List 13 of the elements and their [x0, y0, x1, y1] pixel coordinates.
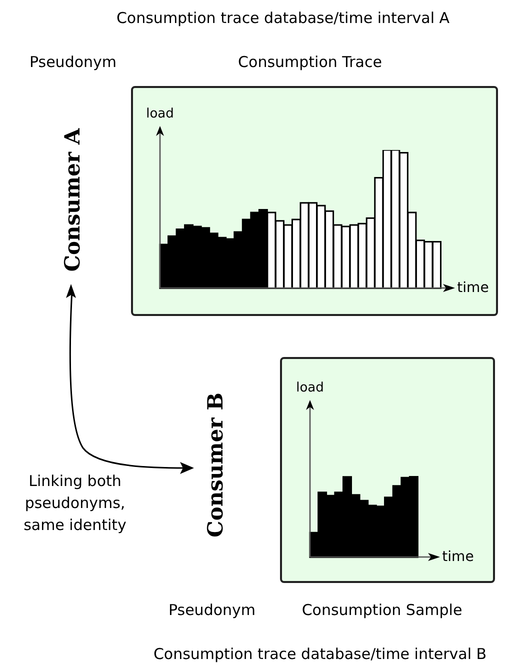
text: Linking both pseudonyms, same identity — [22, 471, 128, 536]
text: Consumer A — [60, 128, 84, 272]
text: Pseudonym — [29, 53, 117, 71]
text: Pseudonym — [168, 601, 256, 619]
x-axis-title: time — [442, 549, 474, 565]
x-axis-title: time — [457, 280, 489, 296]
text: Consumption Sample — [302, 601, 462, 619]
y-axis-title: load — [296, 380, 324, 396]
text: Consumer B — [202, 392, 228, 538]
y-axis-title: load — [146, 106, 174, 122]
chart-title: Consumption trace database/time interval A — [116, 9, 450, 27]
text: Consumption trace database/time interval B — [153, 645, 487, 663]
text: Consumption Trace — [238, 53, 382, 71]
